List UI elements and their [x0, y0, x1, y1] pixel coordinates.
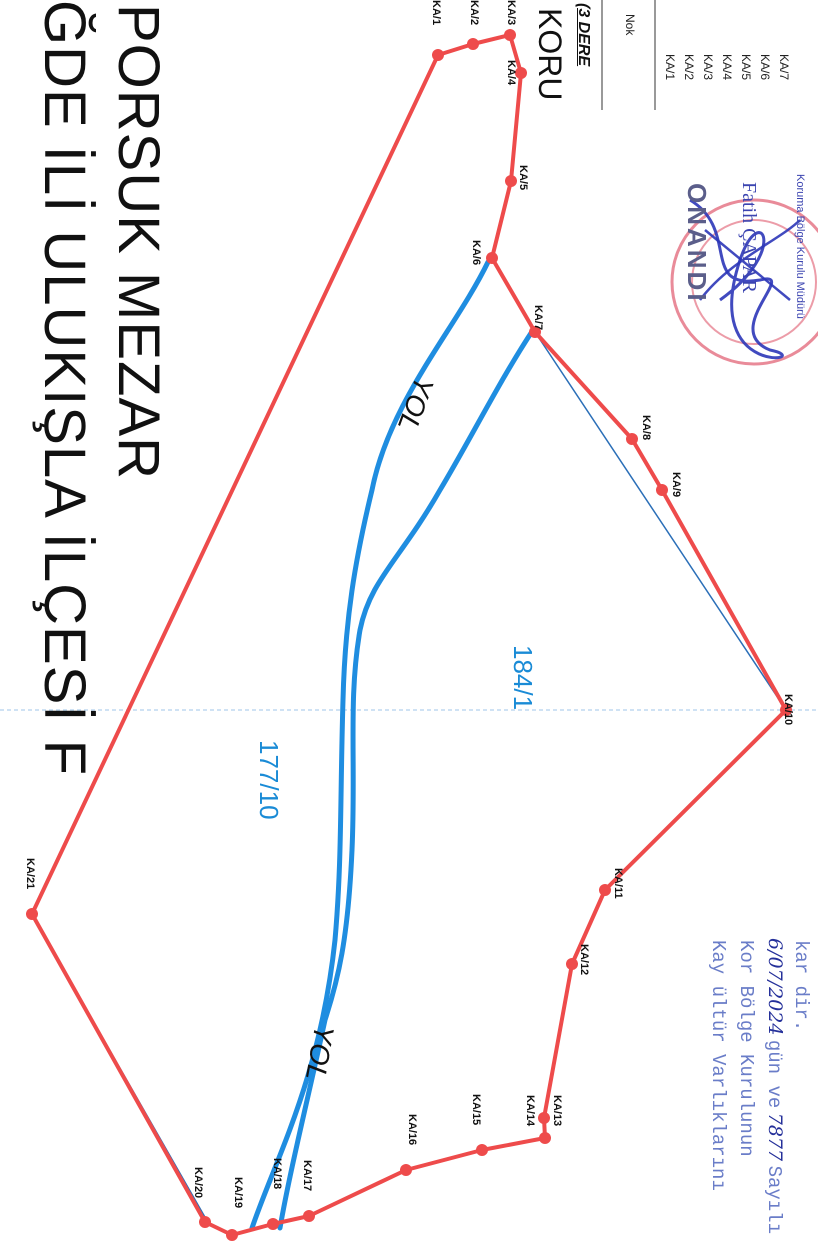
point-label: KA/16 [406, 1114, 418, 1146]
table-row: KA/6 [758, 54, 772, 81]
decision-date: 6/07/2024 [764, 938, 786, 1036]
vertex-dot [467, 38, 479, 50]
signature-scribble [689, 198, 784, 360]
kurul-note-line-2: Kor Bölge Kurulunun [735, 940, 757, 1157]
vertex-dot [529, 326, 541, 338]
point-label: KA/19 [232, 1177, 244, 1209]
table-row: KA/1 [663, 54, 677, 81]
vertex-dot [432, 49, 444, 61]
approval-seal [670, 198, 818, 366]
point-label: KA/12 [578, 944, 590, 976]
decision-text: gün ve [763, 1039, 785, 1109]
point-label: KA/18 [271, 1158, 283, 1190]
point-label: KA/7 [532, 305, 544, 331]
point-label: KA/13 [551, 1095, 563, 1127]
vertex-dot [26, 908, 38, 920]
kurul-note-line-3: 6/07/2024 gün ve 7877 Sayılı [763, 938, 786, 1234]
site-boundary [30, 33, 788, 1237]
point-label: KA/17 [301, 1160, 313, 1192]
vertex-dot [538, 1112, 550, 1124]
page-title-line-1: NİĞDE İLİ ULUKIŞLA İLÇESİ F [32, 0, 97, 777]
parcel-label-184-1: 184/1 [508, 645, 538, 711]
seal-ring-outer [670, 198, 818, 366]
road-upper [249, 259, 491, 1231]
point-label: KA/21 [24, 858, 36, 890]
kurul-note-line-1: Kay ültür Varlıklarını [707, 940, 729, 1191]
vertex-dot [476, 1144, 488, 1156]
vertex-dot [400, 1164, 412, 1176]
coordinate-table-frame [601, 0, 656, 110]
vertex-dot [199, 1216, 211, 1228]
point-label: KA/6 [470, 240, 482, 266]
vertex-dot [504, 29, 516, 41]
approval-signer: Fatih ÇAPAR [738, 182, 760, 293]
point-label: KA/9 [670, 472, 682, 498]
point-label: KA/11 [612, 868, 624, 899]
side-subheading: (3 DERE [575, 3, 592, 67]
table-row: KA/5 [739, 54, 753, 81]
table-row: KA/7 [777, 54, 791, 81]
vertex-dot [566, 958, 578, 970]
kurul-note-line-4: kar dir. [790, 940, 812, 1032]
seal-ring-inner [691, 219, 817, 345]
table-header: Nok [623, 14, 637, 36]
road-lower [277, 327, 536, 1231]
table-row: KA/2 [682, 54, 696, 81]
point-label: KA/10 [782, 694, 794, 726]
vertex-dot [539, 1132, 551, 1144]
point-label: KA/4 [505, 60, 517, 86]
vertex-dot [599, 884, 611, 896]
point-label: KA/1 [430, 0, 442, 26]
signature-scribble-2 [699, 219, 801, 301]
roads [249, 259, 536, 1231]
table-row: KA/4 [720, 54, 734, 81]
point-label: KA/3 [505, 0, 517, 26]
decision-number: 7877 [764, 1112, 786, 1162]
side-heading: KORU [532, 8, 568, 101]
vertex-dot [505, 175, 517, 187]
vertex-dot [226, 1229, 238, 1241]
vertex-dot [656, 484, 668, 496]
vertex-dot [303, 1210, 315, 1222]
point-label: KA/20 [192, 1167, 204, 1199]
vertex-dot [267, 1218, 279, 1230]
vertex-dot [515, 67, 527, 79]
point-label: KA/14 [524, 1095, 536, 1127]
approval-word: ONANDI [682, 183, 712, 304]
point-label: KA/8 [640, 415, 652, 441]
vertex-dot [486, 252, 498, 264]
vertex-dot [626, 433, 638, 445]
parcel-label-177-10: 177/10 [254, 740, 284, 820]
page-title-line-2: PORSUK MEZAR [106, 4, 171, 481]
boundary-vertices [26, 29, 792, 1241]
point-label: KA/15 [470, 1094, 482, 1126]
approval-office: Koruma Bölge Kurulu Müdürü [794, 174, 806, 319]
point-label: KA/2 [468, 0, 480, 26]
table-row: KA/3 [701, 54, 715, 81]
decision-text-end: Sayılı [763, 1165, 785, 1234]
point-label: KA/5 [517, 165, 529, 191]
vertex-dot [780, 704, 792, 716]
